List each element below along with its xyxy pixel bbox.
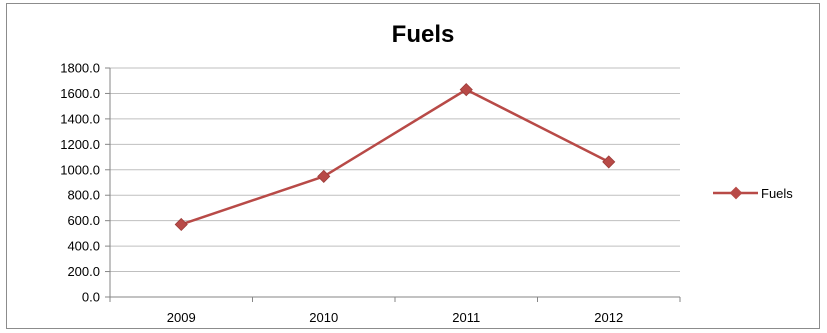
y-tick-label: 1800.0	[60, 61, 100, 76]
y-tick-label: 1200.0	[60, 137, 100, 152]
data-point-2012	[602, 155, 616, 169]
legend-label-fuels: Fuels	[761, 186, 793, 201]
x-axis-tick-labels: 2009 2010 2011 2012	[167, 310, 623, 325]
x-tick-label: 2011	[452, 310, 480, 325]
legend: Fuels	[713, 186, 793, 201]
data-point-2010	[317, 169, 331, 183]
x-tick-label: 2010	[309, 310, 338, 325]
data-point-2009	[174, 217, 188, 232]
y-tick-label: 800.0	[67, 188, 100, 203]
series-line	[180, 88, 610, 226]
data-point-2011	[459, 83, 473, 97]
chart-frame	[6, 3, 820, 329]
x-tick-label: 2012	[594, 310, 623, 325]
y-tick-label: 1000.0	[60, 162, 100, 177]
legend-marker	[729, 186, 743, 200]
y-axis-tick-labels: 0.0 200.0 400.0 600.0 800.0 1000.0 1200.0 1400.…	[60, 61, 100, 305]
axes	[105, 67, 681, 302]
chart-title: Fuels	[392, 21, 455, 48]
series-fuels	[174, 83, 616, 232]
y-tick-label: 400.0	[67, 239, 100, 254]
y-tick-label: 1400.0	[60, 111, 100, 126]
y-tick-label: 1600.0	[60, 86, 100, 101]
gridlines	[110, 67, 680, 273]
x-tick-label: 2009	[167, 310, 196, 325]
y-tick-label: 0.0	[82, 290, 100, 305]
y-tick-label: 200.0	[67, 264, 100, 279]
y-tick-label: 600.0	[67, 213, 100, 228]
